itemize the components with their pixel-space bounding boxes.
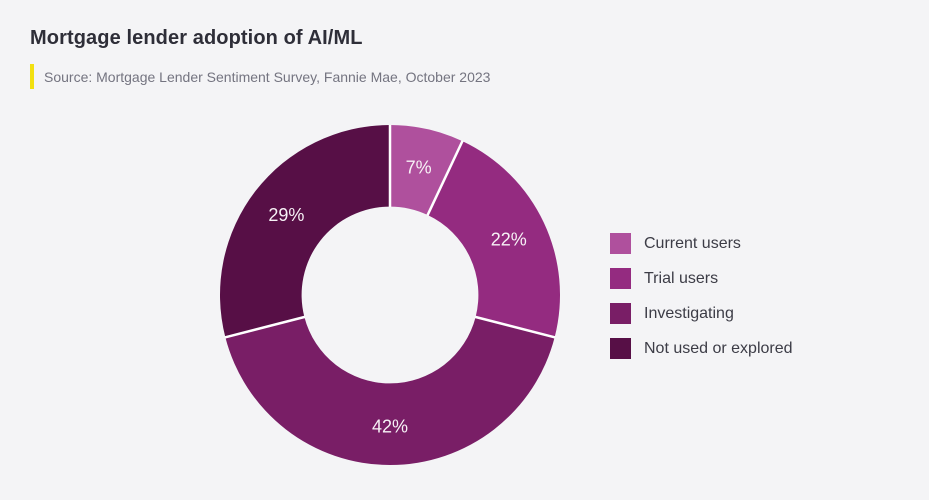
chart-title: Mortgage lender adoption of AI/ML: [30, 27, 363, 49]
source-text: Source: Mortgage Lender Sentiment Survey…: [44, 68, 491, 85]
accent-bar: [30, 64, 34, 89]
segment-value-label: 7%: [406, 157, 432, 177]
donut-segment-current-users: [390, 125, 463, 216]
donut-segment-not-used-or-explored: [220, 125, 390, 338]
segment-separator: [224, 315, 306, 339]
donut-segment-investigating: [225, 316, 555, 465]
legend-swatch-current-users: [610, 233, 631, 254]
legend-label-trial-users: Trial users: [644, 270, 719, 287]
legend-item-not-used-or-explored: Not used or explored: [610, 338, 793, 359]
segment-value-label: 22%: [491, 229, 527, 249]
segment-value-label: 29%: [268, 205, 304, 225]
legend-item-trial-users: Trial users: [610, 268, 793, 289]
legend-swatch-trial-users: [610, 268, 631, 289]
legend-item-investigating: Investigating: [610, 303, 793, 324]
legend-item-current-users: Current users: [610, 233, 793, 254]
legend-swatch-investigating: [610, 303, 631, 324]
chart-legend: Current users Trial users Investigating Not…: [610, 233, 793, 373]
legend-label-investigating: Investigating: [644, 305, 734, 322]
legend-swatch-not-used-or-explored: [610, 338, 631, 359]
legend-label-not-used-or-explored: Not used or explored: [644, 340, 793, 357]
source-note: Source: Mortgage Lender Sentiment Survey…: [30, 64, 490, 89]
donut-segment-trial-users: [427, 141, 560, 338]
segment-value-label: 42%: [372, 417, 408, 437]
segment-separator: [426, 140, 464, 216]
legend-label-current-users: Current users: [644, 235, 741, 252]
segment-separator: [474, 315, 556, 339]
donut-chart: 7% 22% 42% 29%: [220, 125, 560, 465]
